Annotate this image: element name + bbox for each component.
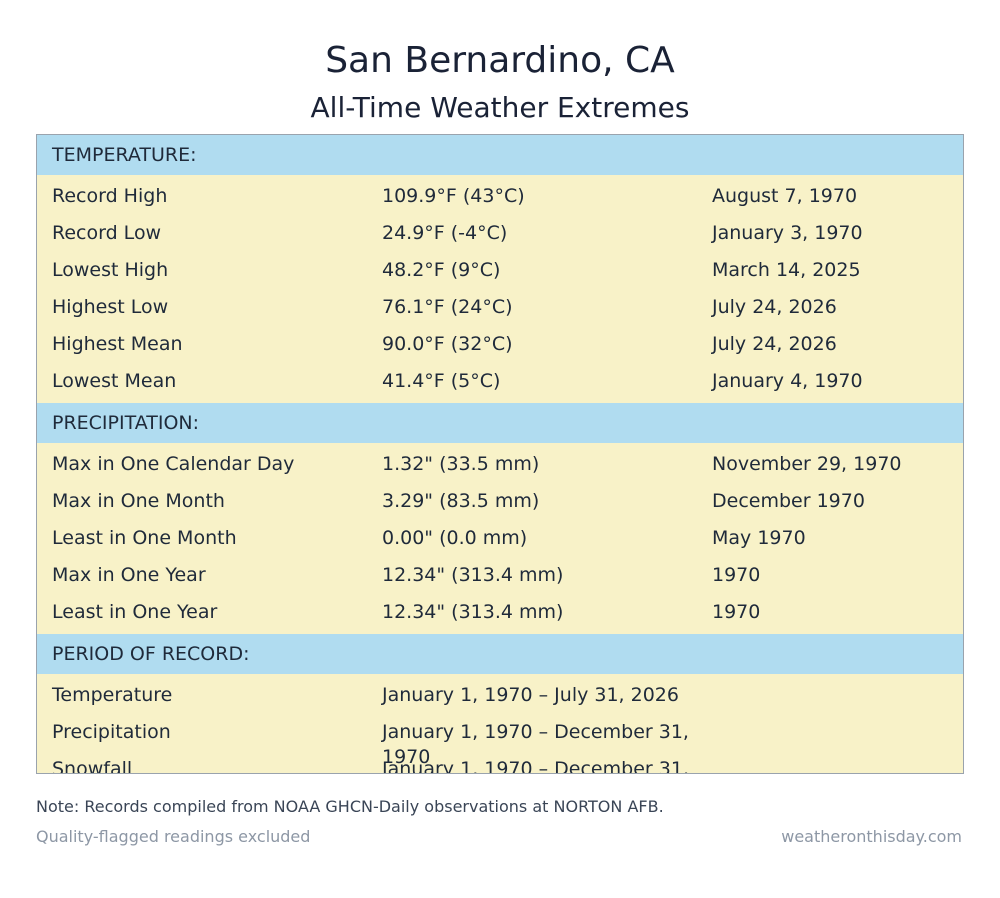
table-row: Max in One Month 3.29" (83.5 mm) Decembe… bbox=[37, 483, 963, 520]
record-date: December 1970 bbox=[712, 490, 865, 512]
section-body-period: Temperature January 1, 1970 – July 31, 2… bbox=[37, 674, 963, 774]
record-date: 1970 bbox=[712, 564, 761, 586]
record-label: Max in One Month bbox=[52, 490, 225, 512]
period-label: Snowfall bbox=[52, 758, 133, 774]
period-label: Temperature bbox=[52, 684, 173, 706]
table-row: Max in One Calendar Day 1.32" (33.5 mm) … bbox=[37, 446, 963, 483]
record-date: November 29, 1970 bbox=[712, 453, 902, 475]
record-value: 1.32" (33.5 mm) bbox=[382, 453, 540, 475]
table-row: Max in One Year 12.34" (313.4 mm) 1970 bbox=[37, 557, 963, 594]
table-row: Record High 109.9°F (43°C) August 7, 197… bbox=[37, 178, 963, 215]
record-date: January 3, 1970 bbox=[712, 222, 863, 244]
source-credit: weatheronthisday.com bbox=[781, 827, 962, 846]
record-label: Least in One Month bbox=[52, 527, 237, 549]
record-date: August 7, 1970 bbox=[712, 185, 858, 207]
record-label: Least in One Year bbox=[52, 601, 218, 623]
record-value: 12.34" (313.4 mm) bbox=[382, 564, 564, 586]
section-header-precipitation: PRECIPITATION: bbox=[37, 403, 963, 443]
record-label: Record High bbox=[52, 185, 168, 207]
record-label: Lowest High bbox=[52, 259, 169, 281]
record-date: 1970 bbox=[712, 601, 761, 623]
section-body-precipitation: Max in One Calendar Day 1.32" (33.5 mm) … bbox=[37, 443, 963, 634]
period-label: Precipitation bbox=[52, 721, 171, 743]
quality-note: Quality-flagged readings excluded bbox=[36, 827, 311, 846]
table-row: Highest Low 76.1°F (24°C) July 24, 2026 bbox=[37, 289, 963, 326]
section-header-period: PERIOD OF RECORD: bbox=[37, 634, 963, 674]
record-value: 90.0°F (32°C) bbox=[382, 333, 513, 355]
table-row: Temperature January 1, 1970 – July 31, 2… bbox=[37, 677, 963, 714]
table-row: Record Low 24.9°F (-4°C) January 3, 1970 bbox=[37, 215, 963, 252]
record-value: 109.9°F (43°C) bbox=[382, 185, 525, 207]
table-row: Lowest High 48.2°F (9°C) March 14, 2025 bbox=[37, 252, 963, 289]
section-body-temperature: Record High 109.9°F (43°C) August 7, 197… bbox=[37, 175, 963, 403]
page-subtitle: All-Time Weather Extremes bbox=[310, 91, 690, 124]
page-title: San Bernardino, CA bbox=[325, 40, 675, 81]
record-value: 76.1°F (24°C) bbox=[382, 296, 513, 318]
record-date: March 14, 2025 bbox=[712, 259, 861, 281]
table-row: Lowest Mean 41.4°F (5°C) January 4, 1970 bbox=[37, 363, 963, 400]
record-label: Lowest Mean bbox=[52, 370, 177, 392]
section-header-temperature: TEMPERATURE: bbox=[37, 135, 963, 175]
table-row: Highest Mean 90.0°F (32°C) July 24, 2026 bbox=[37, 326, 963, 363]
record-date: May 1970 bbox=[712, 527, 806, 549]
record-label: Record Low bbox=[52, 222, 162, 244]
record-label: Max in One Year bbox=[52, 564, 206, 586]
period-range: January 1, 1970 – July 31, 2026 bbox=[382, 684, 679, 706]
record-value: 12.34" (313.4 mm) bbox=[382, 601, 564, 623]
record-date: January 4, 1970 bbox=[712, 370, 863, 392]
extremes-table: TEMPERATURE: Record High 109.9°F (43°C) … bbox=[36, 134, 964, 774]
record-date: July 24, 2026 bbox=[712, 296, 837, 318]
period-range: January 1, 1970 – December 31, 1970 bbox=[382, 721, 689, 768]
record-value: 0.00" (0.0 mm) bbox=[382, 527, 528, 549]
period-range: January 1, 1970 – December 31, 1970 bbox=[382, 758, 689, 774]
record-value: 48.2°F (9°C) bbox=[382, 259, 501, 281]
record-date: July 24, 2026 bbox=[712, 333, 837, 355]
table-row: Least in One Year 12.34" (313.4 mm) 1970 bbox=[37, 594, 963, 631]
table-row: Snowfall January 1, 1970 – December 31, … bbox=[37, 751, 963, 774]
record-label: Highest Mean bbox=[52, 333, 183, 355]
footnote: Note: Records compiled from NOAA GHCN-Da… bbox=[36, 797, 664, 816]
record-label: Highest Low bbox=[52, 296, 169, 318]
record-label: Max in One Calendar Day bbox=[52, 453, 295, 475]
table-row: Precipitation January 1, 1970 – December… bbox=[37, 714, 963, 768]
record-value: 3.29" (83.5 mm) bbox=[382, 490, 540, 512]
record-value: 24.9°F (-4°C) bbox=[382, 222, 508, 244]
record-value: 41.4°F (5°C) bbox=[382, 370, 501, 392]
table-row: Least in One Month 0.00" (0.0 mm) May 19… bbox=[37, 520, 963, 557]
